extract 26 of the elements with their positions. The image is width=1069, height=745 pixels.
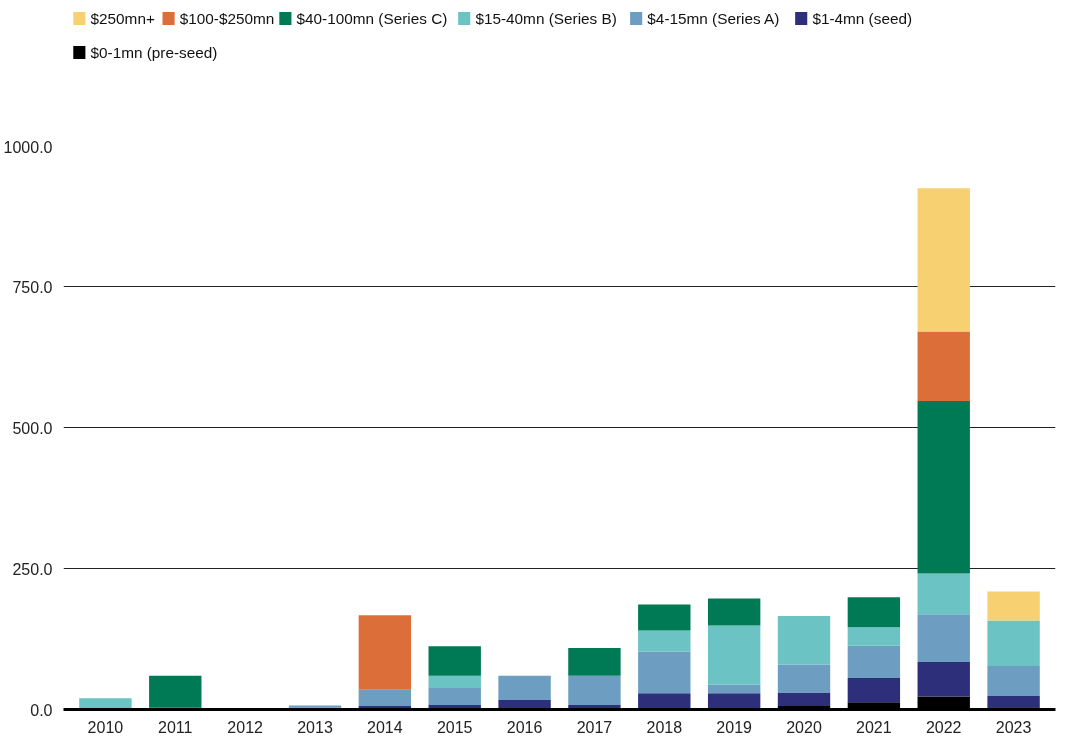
- legend-label: $15-40mn (Series B): [475, 10, 617, 27]
- x-tick-label: 2021: [856, 718, 892, 736]
- x-tick-label: 2018: [646, 718, 683, 736]
- legend-label: $1-4mn (seed): [812, 10, 913, 27]
- legend-label: $0-1mn (pre-seed): [90, 44, 218, 61]
- x-tick-label: 2014: [367, 718, 403, 736]
- x-tick-label: 2011: [158, 718, 193, 736]
- x-tick-label: 2016: [506, 718, 543, 736]
- x-tick-label: 2017: [576, 718, 613, 736]
- x-tick-label: 2012: [227, 718, 264, 736]
- legend-label: $40-100mn (Series C): [296, 10, 448, 27]
- y-tick-label: 500.0: [12, 419, 53, 437]
- x-tick-label: 2022: [925, 718, 962, 736]
- y-tick-label: 750.0: [12, 278, 53, 296]
- x-tick-label: 2019: [716, 718, 753, 736]
- y-tick-label: 250.0: [12, 560, 53, 578]
- y-tick-label: 0.0: [30, 701, 53, 719]
- legend-label: $4-15mn (Series A): [647, 10, 780, 27]
- x-tick-label: 2013: [297, 718, 333, 736]
- y-tick-label: 1000.0: [3, 138, 53, 156]
- legend-label: $100-$250mn: [179, 10, 275, 27]
- x-tick-label: 2023: [995, 718, 1032, 736]
- legend-label: $250mn+: [90, 10, 155, 27]
- x-tick-label: 2015: [436, 718, 473, 736]
- x-tick-label: 2020: [786, 718, 822, 736]
- x-tick-label: 2010: [87, 718, 124, 736]
